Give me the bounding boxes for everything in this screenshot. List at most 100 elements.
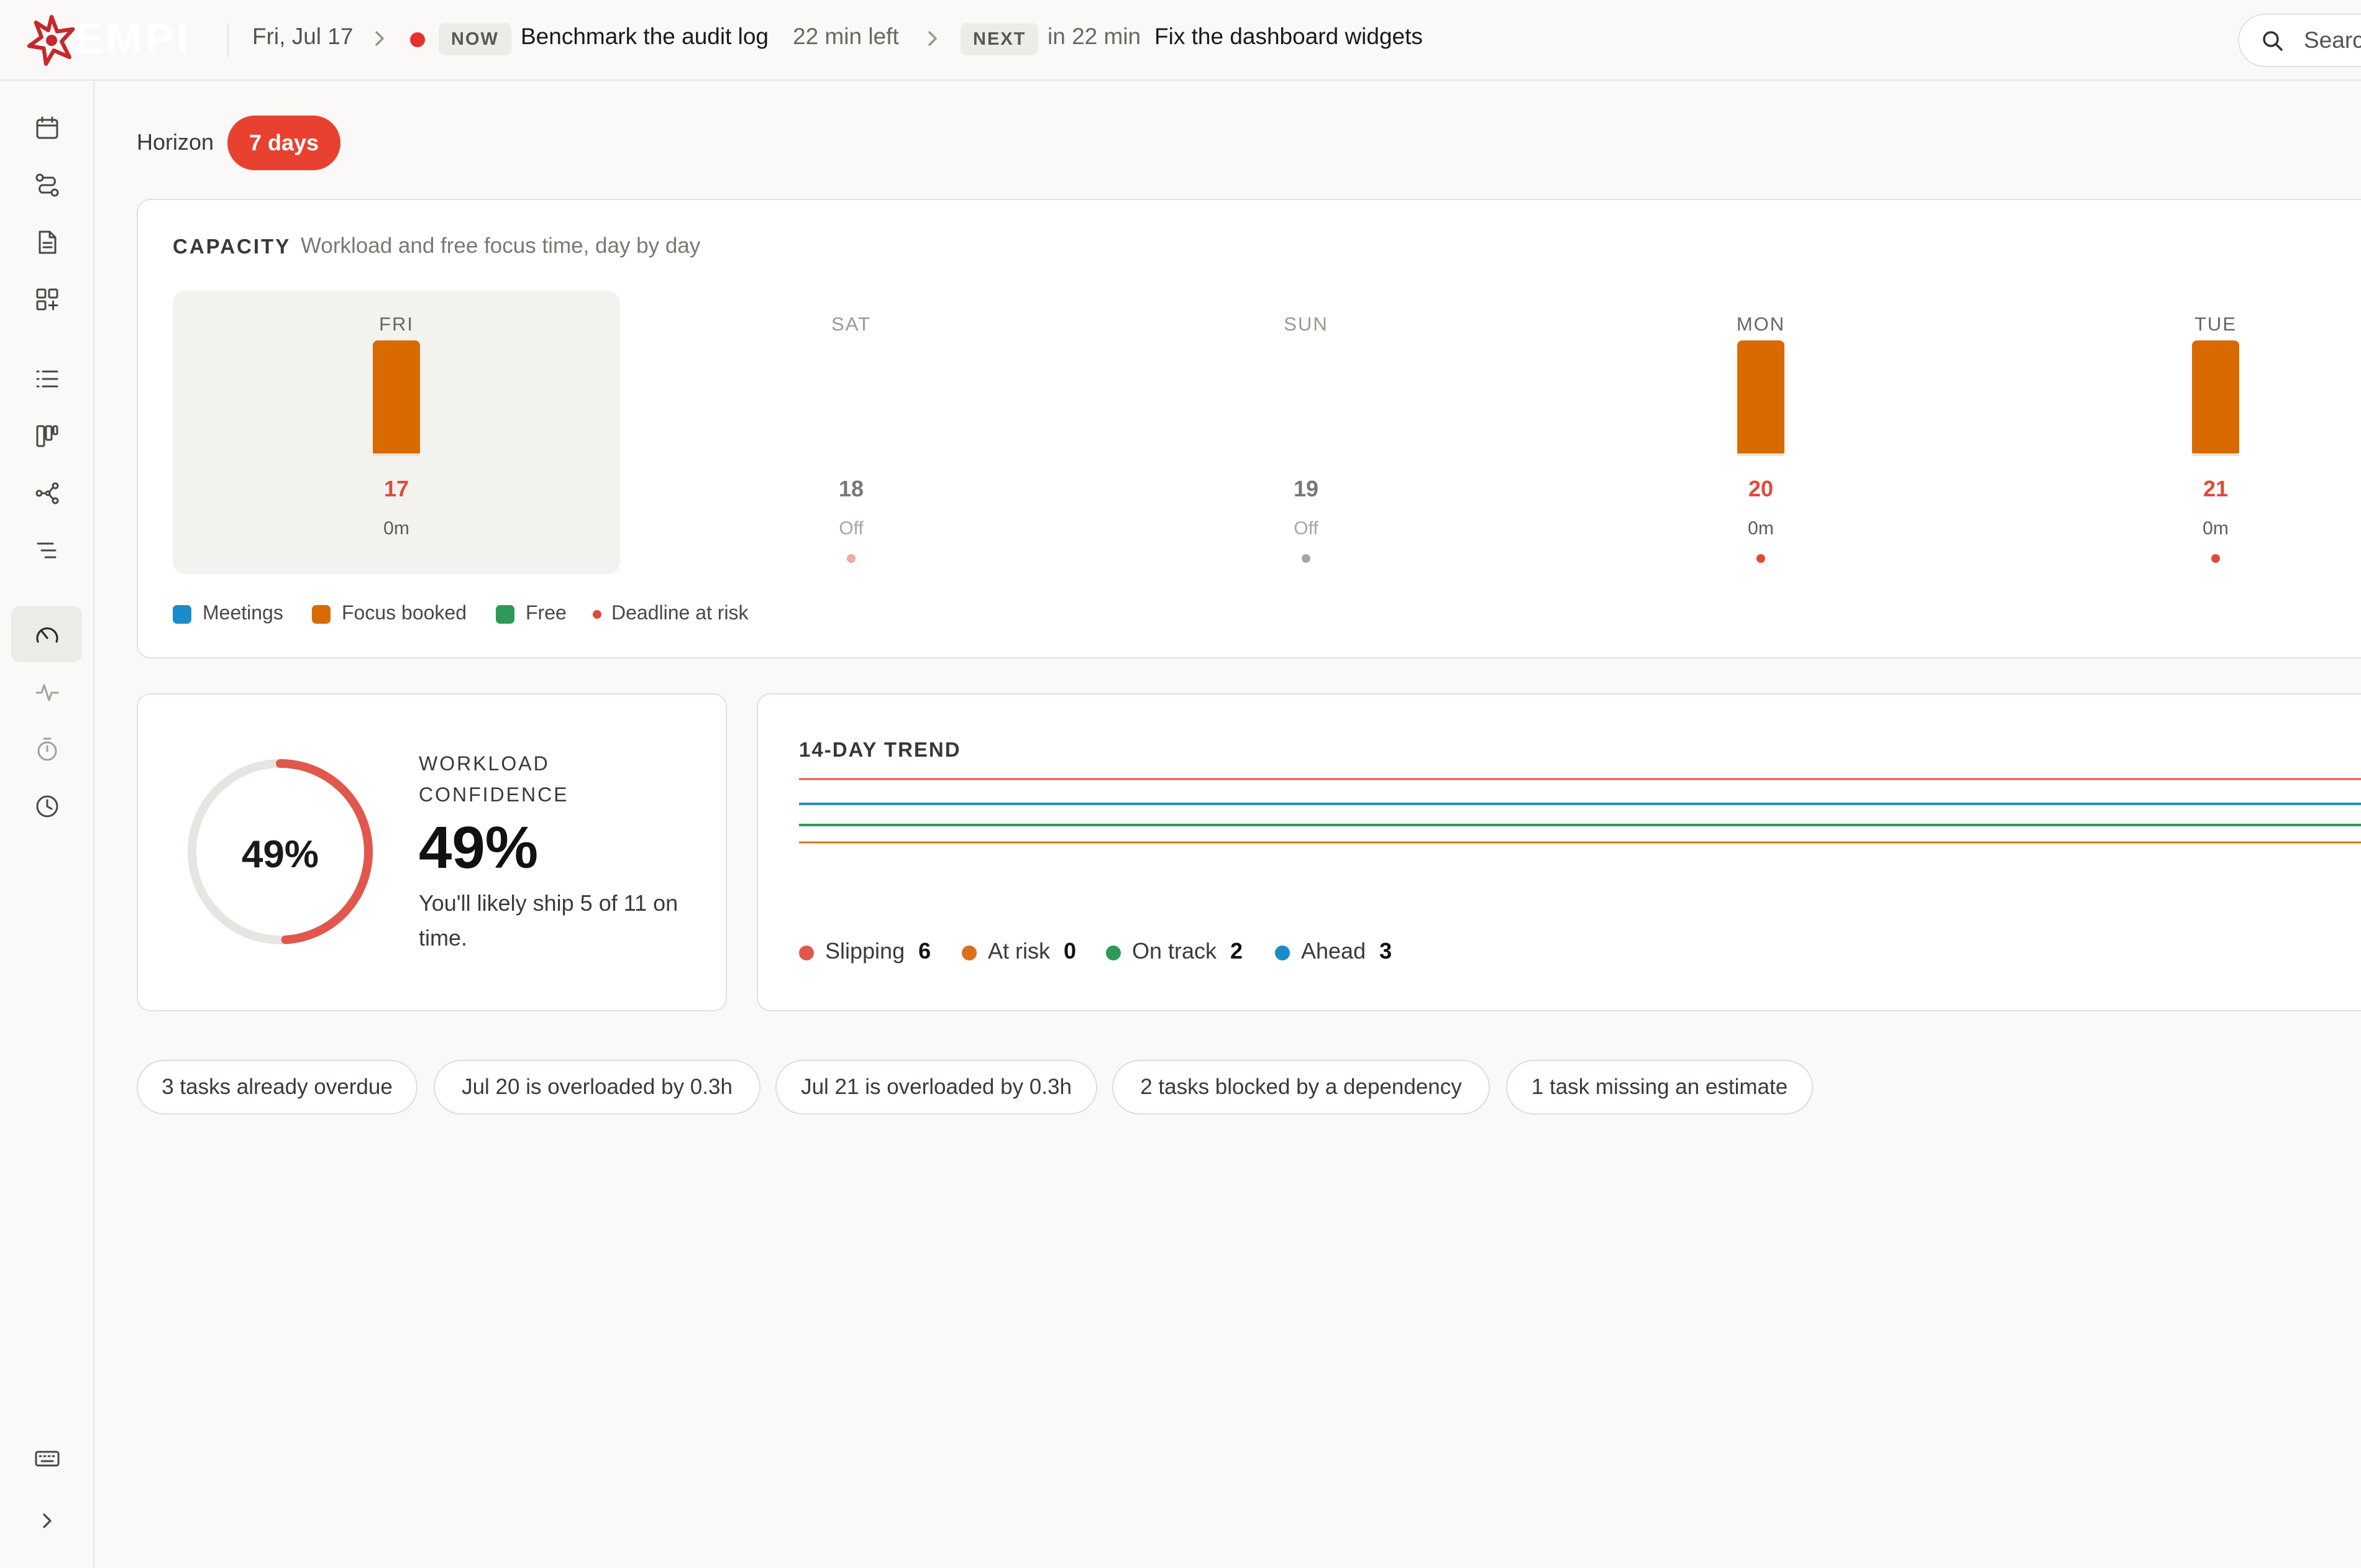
next-task-title[interactable]: Fix the dashboard widgets <box>1154 24 1423 49</box>
current-task-title[interactable]: Benchmark the audit log <box>521 24 769 49</box>
day-date: 18 <box>838 476 864 501</box>
legend-label: Focus booked <box>342 601 467 624</box>
capacity-title: CAPACITY <box>173 235 291 258</box>
day-date: 17 <box>383 476 409 501</box>
legend-label: Deadline at risk <box>611 601 749 624</box>
deadline-dot <box>1302 554 1310 563</box>
day-column-sun[interactable]: SUN 19 Off <box>1082 291 1530 574</box>
trend-legend-ahead: Ahead 3 <box>1275 938 1392 964</box>
next-task-time: in 22 min <box>1048 24 1141 49</box>
widgets-add-icon <box>36 288 58 311</box>
workload-confidence-card: 49% WORKLOAD CONFIDENCE 49% You'll likel… <box>137 693 727 1011</box>
legend-label: Slipping <box>825 938 905 964</box>
sidebar-item-activity[interactable] <box>11 663 82 719</box>
sidebar-item-routes[interactable] <box>11 157 82 212</box>
sidebar-item-capacity[interactable] <box>11 606 82 662</box>
day-column-sat[interactable]: SAT 18 Off <box>628 291 1075 574</box>
day-date: 20 <box>1748 476 1774 501</box>
topbar-divider <box>227 24 229 57</box>
gauge-icon <box>36 627 58 643</box>
warning-chip-overdue[interactable]: 3 tasks already overdue <box>137 1060 418 1114</box>
trend-chart <box>799 778 2361 844</box>
legend-label: Ahead <box>1301 938 1366 964</box>
ahead-dot <box>1275 946 1290 960</box>
sidebar-item-graph[interactable] <box>11 465 82 521</box>
now-tag: NOW <box>439 23 511 55</box>
warning-chip-missing-estimate[interactable]: 1 task missing an estimate <box>1506 1060 1813 1114</box>
live-indicator-dot <box>410 32 425 47</box>
current-task-remaining: 22 min left <box>793 24 899 49</box>
current-date[interactable]: Fri, Jul 17 <box>252 24 354 49</box>
trend-card: 14-DAY TREND Slipping 6 At risk 0 On track… <box>757 693 2361 1011</box>
bar-baseline <box>2192 454 2239 456</box>
outline-icon <box>37 542 57 558</box>
pulse-icon <box>35 684 59 701</box>
keyboard-icon <box>35 1451 60 1467</box>
slipping-dot <box>799 946 814 960</box>
gauge-value: 49% <box>241 833 319 876</box>
day-column-fri[interactable]: FRI 17 0m <box>173 291 620 574</box>
search-icon <box>2263 31 2283 51</box>
expand-sidebar-button[interactable] <box>11 1492 82 1548</box>
logo-flower-icon[interactable] <box>24 12 80 68</box>
legend-count: 0 <box>1064 938 1077 964</box>
warning-chip-blocked[interactable]: 2 tasks blocked by a dependency <box>1112 1060 1490 1114</box>
confidence-label: WORKLOAD CONFIDENCE <box>419 752 569 806</box>
day-free-time: 0m <box>383 518 409 539</box>
meetings-swatch <box>173 605 191 624</box>
day-free-time: Off <box>1294 518 1318 539</box>
day-column-mon[interactable]: MON 20 0m <box>1537 291 1984 574</box>
focus-booked-swatch <box>312 605 331 624</box>
stopwatch-icon <box>37 737 57 761</box>
confidence-value: 49% <box>419 814 539 881</box>
sidebar-item-list[interactable] <box>11 350 82 406</box>
horizon-selector-button[interactable]: 7 days <box>227 116 340 170</box>
deadline-at-risk-dot <box>2211 554 2220 563</box>
on-track-dot <box>1106 946 1121 960</box>
sidebar-item-history[interactable] <box>11 778 82 834</box>
day-free-time: Off <box>839 518 864 539</box>
sidebar-item-documents[interactable] <box>11 214 82 270</box>
sidebar-item-kanban[interactable] <box>11 408 82 463</box>
trend-legend-at-risk: At risk 0 <box>962 938 1076 964</box>
day-name: MON <box>1736 313 1786 335</box>
next-tag: NEXT <box>961 23 1039 55</box>
sidebar-item-calendar[interactable] <box>11 99 82 155</box>
deadline-at-risk-dot <box>1756 554 1765 563</box>
confidence-description: You'll likely ship 5 of 11 on time. <box>419 890 678 950</box>
day-free-time: 0m <box>1748 518 1774 539</box>
warning-chip-jul20-overload[interactable]: Jul 20 is overloaded by 0.3h <box>434 1060 760 1114</box>
keyboard-shortcuts-button[interactable] <box>11 1430 82 1486</box>
deadline-dot <box>847 554 856 563</box>
clock-icon <box>36 795 58 818</box>
top-bar: EMPI Fri, Jul 17 NOW Benchmark the audit… <box>0 0 2361 81</box>
sidebar-item-widgets[interactable] <box>11 271 82 327</box>
legend-count: 2 <box>1230 938 1243 964</box>
focus-booked-bar <box>373 340 420 454</box>
gauge-arc <box>188 759 373 944</box>
deadline-dot <box>593 610 601 619</box>
bar-baseline <box>373 454 420 456</box>
day-date: 21 <box>2203 476 2229 501</box>
day-column-tue[interactable]: TUE 21 0m <box>1992 291 2361 574</box>
logo-text: EMPI <box>75 14 191 63</box>
day-name: TUE <box>2194 313 2237 335</box>
day-name: SAT <box>831 313 871 335</box>
day-name: FRI <box>379 313 414 335</box>
legend-label: Free <box>526 601 567 624</box>
warning-chip-jul21-overload[interactable]: Jul 21 is overloaded by 0.3h <box>775 1060 1097 1114</box>
sidebar-item-timer[interactable] <box>11 721 82 777</box>
trend-title: 14-DAY TREND <box>799 738 961 761</box>
capacity-card: CAPACITY Workload and free focus time, d… <box>137 199 2361 659</box>
search-input[interactable]: Search <box>2238 14 2361 67</box>
chevron-right-icon <box>43 1513 52 1528</box>
routes-icon <box>35 173 59 197</box>
sidebar-item-outline[interactable] <box>11 522 82 578</box>
calendar-icon <box>36 116 58 139</box>
kanban-icon <box>36 425 58 447</box>
trend-legend-slipping: Slipping 6 <box>799 938 931 964</box>
legend-count: 3 <box>1379 938 1392 964</box>
at-risk-dot <box>962 946 977 960</box>
legend-label: On track <box>1132 938 1217 964</box>
legend-label: Meetings <box>203 601 283 624</box>
